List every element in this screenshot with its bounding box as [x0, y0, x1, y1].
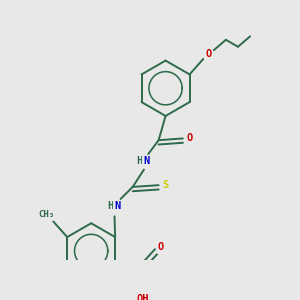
- Text: S: S: [162, 180, 169, 190]
- Text: O: O: [187, 134, 193, 143]
- Text: N: N: [114, 201, 120, 211]
- Text: O: O: [206, 49, 212, 58]
- Text: N: N: [143, 156, 150, 166]
- Text: OH: OH: [136, 294, 149, 300]
- Text: O: O: [158, 242, 164, 253]
- Text: H: H: [136, 156, 143, 166]
- Text: H: H: [107, 201, 113, 211]
- Text: CH₃: CH₃: [38, 210, 55, 219]
